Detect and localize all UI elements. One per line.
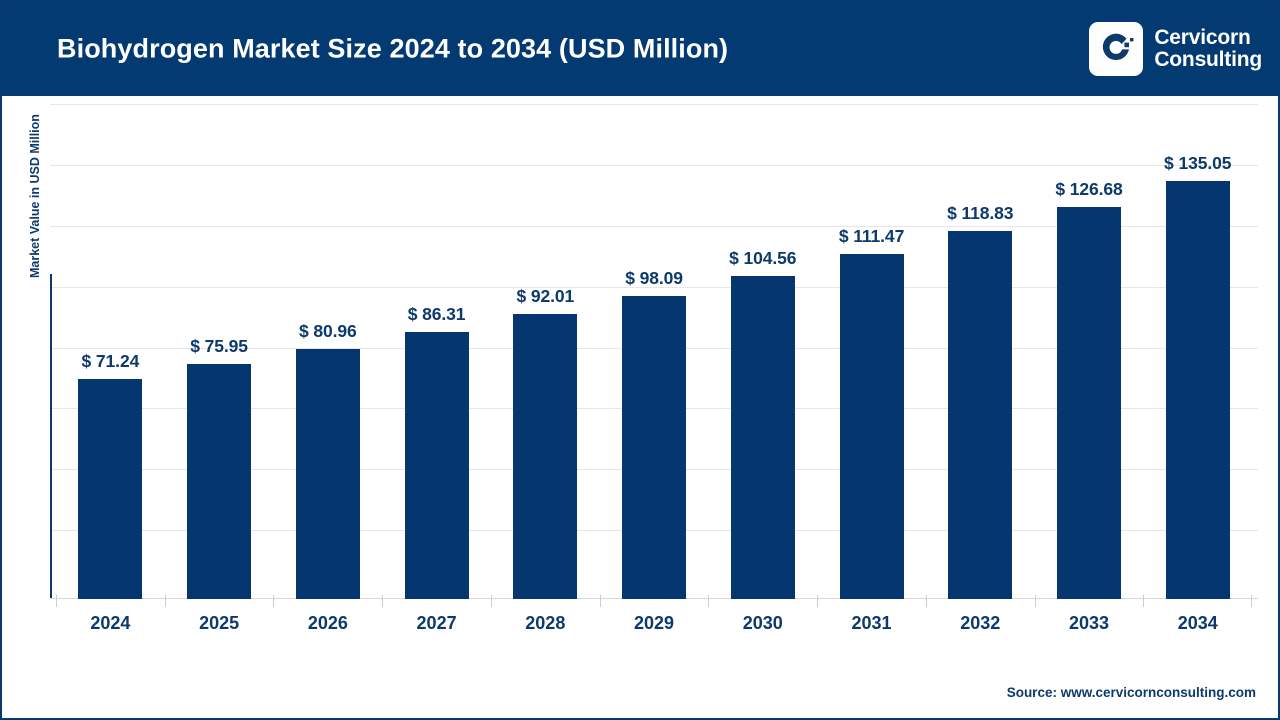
bar-group: $ 80.96 [273,104,382,599]
bar-value-label: $ 104.56 [729,247,797,268]
x-axis-label: 2029 [634,613,675,633]
x-axis-tick-group: 2025 [164,595,274,639]
brand-name: Cervicorn Consulting [1154,25,1262,71]
gridline [50,287,1258,288]
x-axis-tick-group: 2032 [925,595,1035,639]
x-axis-tick-group: 2031 [817,595,926,639]
bar[interactable] [622,295,687,599]
x-axis-label: 2025 [199,613,240,633]
gridline [50,165,1258,166]
chart-area: Market Value in USD Million $ 71.24 $ 75.… [2,96,1278,718]
bar-group: $ 118.83 [926,104,1035,599]
brand-line-1: Cervicorn [1154,25,1251,49]
bar[interactable] [187,364,252,599]
bar-group: $ 98.09 [600,104,709,599]
bar-value-label: $ 98.09 [625,267,683,288]
bar[interactable] [513,314,578,599]
x-axis-tick [925,595,927,607]
bar-series: $ 71.24 $ 75.95 $ 80.96 $ 86.31 $ 92.01 $ 98.… [50,104,1258,599]
bar[interactable] [1165,181,1230,599]
x-axis-tick-group: 2030 [708,595,817,639]
bar-value-label: $ 126.68 [1055,179,1123,200]
bar-value-label: $ 135.05 [1164,153,1232,174]
bar-group: $ 71.24 [56,104,165,599]
cervicorn-c-mark-icon [1089,22,1144,76]
x-axis-tick [382,595,384,607]
x-axis-tick-group: 2027 [382,595,491,639]
y-axis-line [50,274,52,599]
bar-group: $ 111.47 [817,104,926,599]
bar[interactable] [839,254,904,599]
x-axis-label: 2034 [1177,613,1218,633]
bar[interactable] [78,378,143,599]
gridline [50,104,1258,105]
bar-group: $ 126.68 [1035,104,1144,599]
source-note: Source: www.cervicornconsulting.com [1006,685,1256,700]
bar-group: $ 135.05 [1143,104,1252,599]
bar-value-label: $ 118.83 [947,203,1014,224]
bar-group: $ 86.31 [382,104,491,599]
x-axis: 2024 2025 2026 2027 2028 2029 2030 2031 2032 2033… [50,595,1258,639]
x-axis-tick-group: 2024 [56,595,165,639]
brand-line-2: Consulting [1154,48,1262,71]
gridline [50,226,1258,227]
x-axis-label: 2028 [525,613,566,633]
page-title: Biohydrogen Market Size 2024 to 2034 (US… [57,33,729,64]
x-axis-tick [56,595,57,607]
x-axis-tick [1034,595,1036,607]
bar-value-label: $ 92.01 [516,286,575,307]
x-axis-tick [164,595,166,607]
x-axis-tick-group: 2026 [273,595,382,639]
x-axis-label: 2026 [307,613,348,633]
bar-value-label: $ 111.47 [838,226,905,247]
x-axis-label: 2027 [416,613,457,633]
bar[interactable] [295,348,360,599]
bar-group: $ 75.95 [165,104,274,599]
x-axis-tick-group: 2033 [1034,595,1144,639]
x-axis-tick [273,595,275,607]
bar[interactable] [730,275,795,599]
plot-area: $ 71.24 $ 75.95 $ 80.96 $ 86.31 $ 92.01 $ 98.… [50,104,1258,599]
x-axis-tick [599,595,601,607]
x-axis-tick-group: 2034 [1143,595,1253,639]
bar-value-label: $ 86.31 [407,303,466,324]
y-axis-label: Market Value in USD Million [28,114,42,278]
x-axis-tick [708,595,710,607]
x-axis-tick [817,595,819,607]
x-axis-label: 2031 [851,613,892,633]
bar[interactable] [948,231,1013,599]
chart-header: Biohydrogen Market Size 2024 to 2034 (US… [2,2,1278,96]
brand-logo: Cervicorn Consulting [1089,22,1262,76]
bar-value-label: $ 71.24 [81,350,140,371]
bar-value-label: $ 75.95 [190,336,248,357]
bar[interactable] [1056,207,1121,599]
bar[interactable] [404,331,469,599]
bar-group: $ 104.56 [708,104,817,599]
x-axis-label: 2030 [742,613,783,633]
x-axis-label: 2024 [90,613,131,633]
x-axis-label: 2033 [1068,613,1109,633]
x-axis-tick [1143,595,1145,607]
bar-group: $ 92.01 [491,104,600,599]
x-axis-tick-group: 2028 [490,595,600,639]
bar-value-label: $ 80.96 [298,320,357,341]
x-axis-label: 2032 [960,613,1001,633]
x-axis-tick-group: 2029 [599,595,709,639]
x-axis-tick [1251,595,1253,607]
x-axis-tick [490,595,492,607]
